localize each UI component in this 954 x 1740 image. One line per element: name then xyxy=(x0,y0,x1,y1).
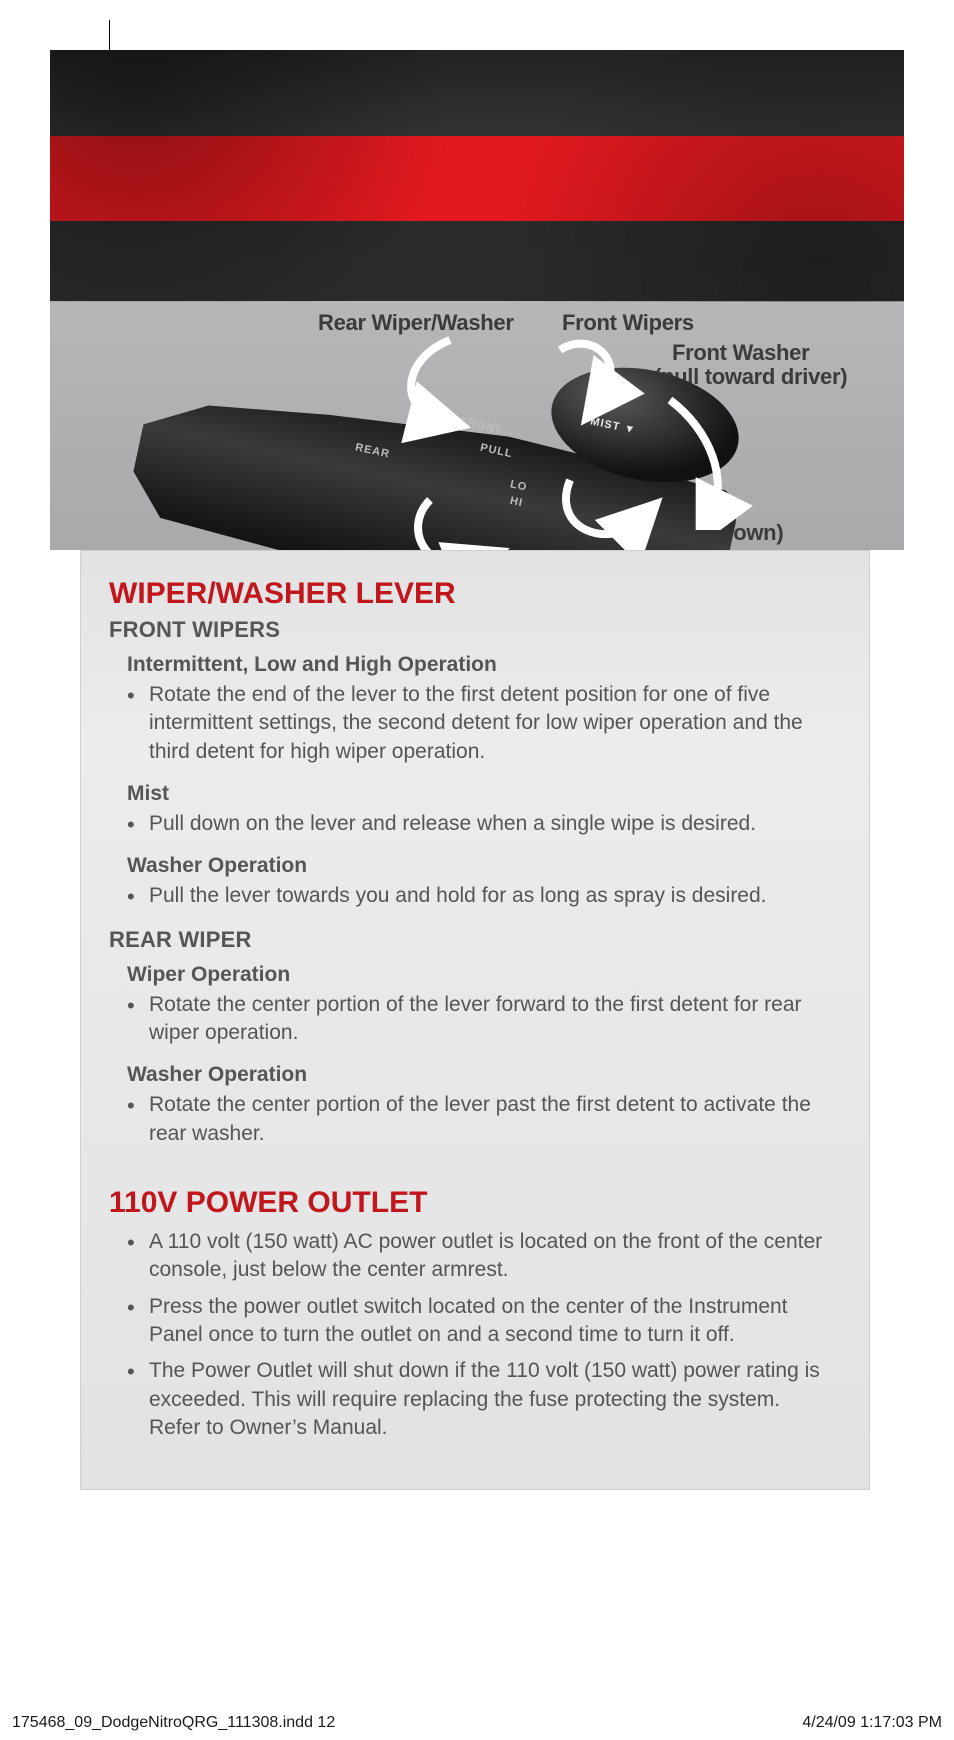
hero-banner: Rear Wiper/Washer Front Wipers Front Was… xyxy=(50,50,904,550)
footer-file: 175468_09_DodgeNitroQRG_111308.indd 12 xyxy=(12,1714,335,1732)
subheading-mist: Mist xyxy=(127,782,841,806)
list-intermittent: Rotate the end of the lever to the first… xyxy=(127,679,841,772)
list-item: Pull down on the lever and release when … xyxy=(127,808,841,844)
heading-front-wipers: FRONT WIPERS xyxy=(109,617,841,643)
list-mist: Pull down on the lever and release when … xyxy=(127,808,841,844)
wiper-lever-illustration: REAR FRONT PULL LO HI MIST ▼ xyxy=(140,340,730,560)
label-rear-wiper-washer: Rear Wiper/Washer xyxy=(318,310,514,336)
list-wiper-rear: Rotate the center portion of the lever f… xyxy=(127,989,841,1054)
list-power-outlet: A 110 volt (150 watt) AC power outlet is… xyxy=(127,1226,841,1448)
lever-text-hi: HI xyxy=(509,495,524,509)
list-item: Pull the lever towards you and hold for … xyxy=(127,880,841,916)
list-item: A 110 volt (150 watt) AC power outlet is… xyxy=(127,1226,841,1291)
section-title-wiper: WIPER/WASHER LEVER xyxy=(109,577,841,611)
list-washer-front: Pull the lever towards you and hold for … xyxy=(127,880,841,916)
list-item: The Power Outlet will shut down if the 1… xyxy=(127,1355,841,1448)
print-footer: 175468_09_DodgeNitroQRG_111308.indd 12 4… xyxy=(0,1714,954,1732)
subheading-washer-rear: Washer Operation xyxy=(127,1063,841,1087)
heading-rear-wiper: REAR WIPER xyxy=(109,927,841,953)
list-item: Rotate the center portion of the lever f… xyxy=(127,989,841,1054)
label-front-wipers: Front Wipers xyxy=(562,310,694,336)
subheading-washer-front: Washer Operation xyxy=(127,854,841,878)
list-item: Rotate the center portion of the lever p… xyxy=(127,1089,841,1154)
list-item: Press the power outlet switch located on… xyxy=(127,1291,841,1356)
footer-timestamp: 4/24/09 1:17:03 PM xyxy=(802,1714,942,1732)
content-panel: WIPER/WASHER LEVER FRONT WIPERS Intermit… xyxy=(80,550,870,1490)
list-item: Rotate the end of the lever to the first… xyxy=(127,679,841,772)
list-washer-rear: Rotate the center portion of the lever p… xyxy=(127,1089,841,1154)
page: Rear Wiper/Washer Front Wipers Front Was… xyxy=(50,50,904,1630)
hero-texture xyxy=(50,50,904,302)
subheading-wiper-rear: Wiper Operation xyxy=(127,963,841,987)
section-title-power-outlet: 110V POWER OUTLET xyxy=(109,1186,841,1220)
subheading-intermittent: Intermittent, Low and High Operation xyxy=(127,653,841,677)
